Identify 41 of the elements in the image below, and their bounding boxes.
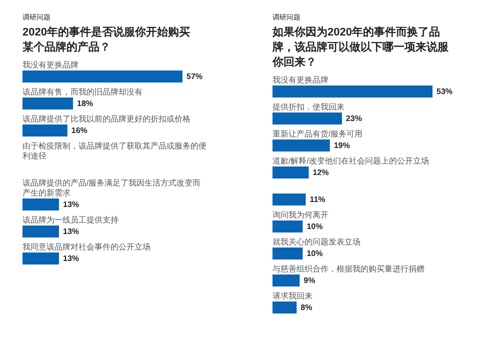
y-tick-label: 该品牌为一线员工提供支持 bbox=[22, 216, 118, 224]
data-label: 12% bbox=[312, 168, 329, 177]
y-tick-label: 该品牌提供的产品/服务满足了我因生活方式改变而产生的新需求 bbox=[22, 178, 201, 198]
y-tick-label: 我同意该品牌对社会事件的公开立场 bbox=[22, 242, 150, 252]
y-tick-label: 就我关心的问题发表立场 bbox=[272, 238, 360, 246]
y-tick-label: 我没有更换品牌 bbox=[272, 76, 328, 84]
data-label: 13% bbox=[62, 227, 80, 236]
bar bbox=[272, 274, 300, 286]
data-label: 10% bbox=[306, 249, 323, 258]
data-label: 9% bbox=[304, 276, 316, 285]
y-tick-label: 询问我为何离开 bbox=[272, 210, 328, 220]
bar bbox=[272, 220, 303, 232]
bar bbox=[272, 302, 297, 314]
data-label: 19% bbox=[334, 141, 350, 150]
data-label: 8% bbox=[300, 303, 312, 312]
y-tick-label: 与慈善组织合作，根据我的购买量进行捐赠 bbox=[272, 264, 424, 274]
data-label: 13% bbox=[62, 200, 80, 209]
y-tick-label: 重新让产品有货/服务可用 bbox=[272, 130, 363, 138]
data-label: 10% bbox=[306, 222, 323, 231]
bar bbox=[272, 166, 309, 178]
data-label: 11% bbox=[310, 195, 326, 204]
data-label: 13% bbox=[62, 254, 80, 263]
y-tick-label: 请求我回来 bbox=[272, 292, 312, 300]
y-tick-label: 该品牌有售，而我的旧品牌却没有 bbox=[22, 88, 142, 96]
y-tick-label: 由于检疫限制，该品牌提供了获取其产品或服务的便利途径 bbox=[22, 142, 206, 160]
y-tick-label: 提供折扣，使我回来 bbox=[272, 102, 344, 112]
y-tick-label: 我没有更换品牌 bbox=[22, 60, 78, 70]
data-label: 57% bbox=[186, 72, 203, 81]
data-label: 53% bbox=[436, 87, 453, 96]
bar bbox=[272, 140, 330, 152]
data-label: 16% bbox=[71, 126, 88, 135]
bar bbox=[272, 248, 303, 260]
data-label: 18% bbox=[77, 99, 94, 108]
data-label: 23% bbox=[346, 114, 362, 123]
chart-title: 如果你因为2020年的事件而换了品牌，该品牌可以做以下哪一项来说服你回来？ bbox=[272, 26, 450, 68]
chart-title: 2020年的事件是否说服你开始购买某个品牌的产品？ bbox=[22, 26, 190, 54]
y-tick-label: 道歉/解释/改变他们在社会问题上的公开立场 bbox=[272, 156, 429, 166]
bar bbox=[272, 112, 342, 124]
bar bbox=[272, 86, 432, 98]
y-tick-label: 该品牌提供了比我以前的品牌更好的折扣或价格 bbox=[22, 114, 190, 124]
bar bbox=[272, 194, 306, 206]
